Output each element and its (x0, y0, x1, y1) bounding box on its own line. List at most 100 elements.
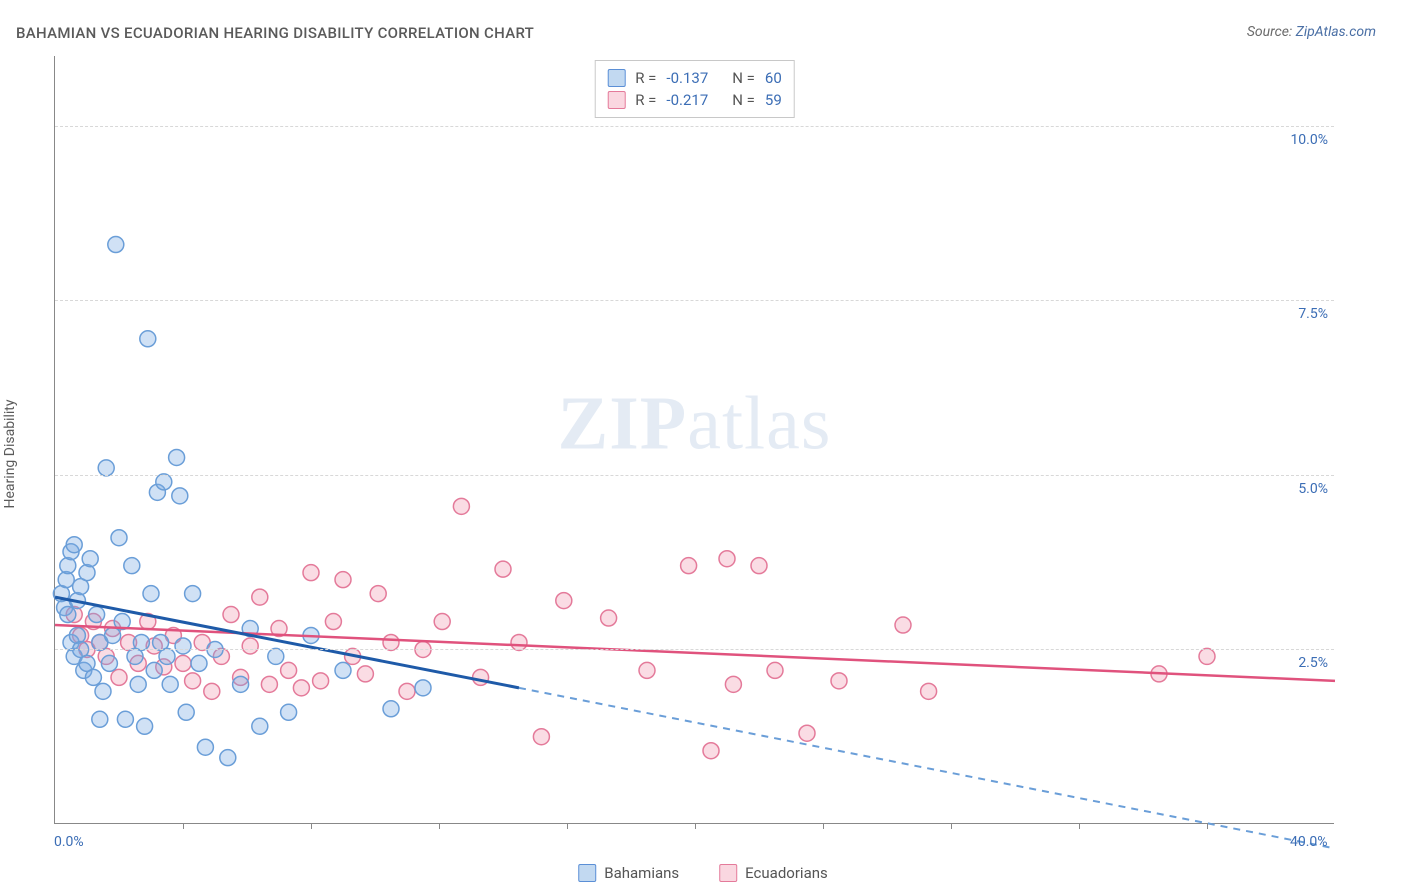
swatch-bahamians (607, 69, 625, 87)
data-point (383, 634, 399, 650)
data-point (172, 488, 188, 504)
data-point (313, 673, 329, 689)
data-point (533, 729, 549, 745)
data-point (252, 718, 268, 734)
data-point (303, 565, 319, 581)
data-point (143, 586, 159, 602)
data-point (921, 683, 937, 699)
legend-swatch-bahamians (578, 864, 596, 882)
x-tick (311, 823, 312, 829)
data-point (601, 610, 617, 626)
data-point (370, 586, 386, 602)
data-point (281, 704, 297, 720)
data-point (185, 673, 201, 689)
data-point (639, 662, 655, 678)
data-point (268, 648, 284, 664)
y-tick-label: 7.5% (1298, 306, 1328, 322)
legend-label-ecuadorians: Ecuadorians (745, 864, 828, 882)
data-point (473, 669, 489, 685)
chart-container: BAHAMIAN VS ECUADORIAN HEARING DISABILIT… (0, 0, 1406, 892)
data-point (261, 676, 277, 692)
stat-r-value-bahamians: -0.137 (666, 69, 708, 87)
source-attribution: Source: ZipAtlas.com (1247, 24, 1376, 40)
legend-item-bahamians: Bahamians (578, 864, 679, 882)
data-point (511, 634, 527, 650)
stat-n-label: N = (732, 69, 755, 87)
data-point (1199, 648, 1215, 664)
stat-r-value-ecuadorians: -0.217 (666, 91, 708, 109)
data-point (357, 666, 373, 682)
x-axis-max-label: 40.0% (1290, 834, 1328, 850)
x-tick (951, 823, 952, 829)
chart-title: BAHAMIAN VS ECUADORIAN HEARING DISABILIT… (16, 24, 534, 42)
data-point (281, 662, 297, 678)
data-point (92, 711, 108, 727)
data-point (197, 739, 213, 755)
grid-line (55, 649, 1334, 650)
data-point (146, 662, 162, 678)
data-point (105, 627, 121, 643)
data-point (681, 558, 697, 574)
data-point (399, 683, 415, 699)
stat-r-label: R = (635, 69, 656, 87)
data-point (325, 614, 341, 630)
grid-line (55, 300, 1334, 301)
data-point (415, 680, 431, 696)
x-tick (823, 823, 824, 829)
grid-line (55, 475, 1334, 476)
data-point (89, 607, 105, 623)
data-point (124, 558, 140, 574)
data-point (799, 725, 815, 741)
data-point (169, 449, 185, 465)
data-point (82, 551, 98, 567)
data-point (242, 638, 258, 654)
data-point (117, 711, 133, 727)
data-point (175, 638, 191, 654)
correlation-stats-box: R = -0.137 N = 60 R = -0.217 N = 59 (594, 60, 795, 118)
y-axis-label: Hearing Disability (2, 400, 18, 509)
y-tick-label: 2.5% (1298, 655, 1328, 671)
data-point (137, 718, 153, 734)
stats-row-bahamians: R = -0.137 N = 60 (607, 67, 782, 89)
data-point (220, 750, 236, 766)
data-point (233, 676, 249, 692)
data-point (335, 572, 351, 588)
stat-r-label: R = (635, 91, 656, 109)
data-point (85, 669, 101, 685)
source-link[interactable]: ZipAtlas.com (1296, 24, 1376, 40)
data-point (156, 474, 172, 490)
data-point (60, 607, 76, 623)
x-tick (567, 823, 568, 829)
data-point (293, 680, 309, 696)
data-point (703, 743, 719, 759)
x-tick (183, 823, 184, 829)
stat-n-value-ecuadorians: 59 (765, 91, 782, 109)
regression-line-bahamians-dashed (519, 688, 1335, 849)
data-point (335, 662, 351, 678)
data-point (95, 683, 111, 699)
data-point (252, 589, 268, 605)
data-point (101, 655, 117, 671)
x-tick (439, 823, 440, 829)
data-point (383, 701, 399, 717)
y-tick-label: 10.0% (1290, 132, 1328, 148)
data-point (204, 683, 220, 699)
stat-n-value-bahamians: 60 (765, 69, 782, 87)
data-point (719, 551, 735, 567)
legend-item-ecuadorians: Ecuadorians (719, 864, 828, 882)
scatter-plot-svg (55, 56, 1334, 823)
source-label: Source: (1247, 24, 1296, 40)
data-point (162, 676, 178, 692)
data-point (66, 537, 82, 553)
data-point (434, 614, 450, 630)
legend: Bahamians Ecuadorians (578, 864, 828, 882)
data-point (725, 676, 741, 692)
data-point (895, 617, 911, 633)
x-tick (695, 823, 696, 829)
data-point (178, 704, 194, 720)
data-point (130, 676, 146, 692)
x-axis-min-label: 0.0% (54, 834, 84, 850)
data-point (133, 634, 149, 650)
swatch-ecuadorians (607, 91, 625, 109)
legend-label-bahamians: Bahamians (604, 864, 679, 882)
